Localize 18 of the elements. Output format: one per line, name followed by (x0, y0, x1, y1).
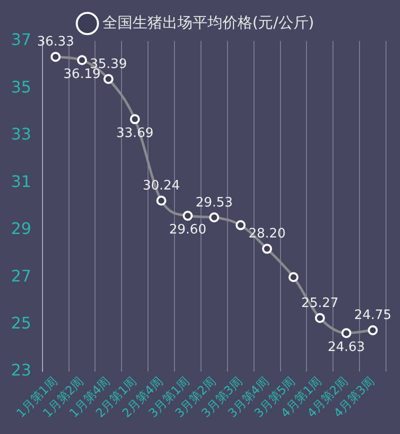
y-tick-label: 37 (11, 30, 32, 50)
data-label: 28.20 (248, 226, 286, 242)
y-tick-label: 27 (11, 266, 32, 286)
y-tick-label: 33 (11, 124, 32, 144)
data-label: 29.60 (169, 222, 206, 238)
y-tick-label: 31 (11, 172, 32, 191)
data-label: 24.63 (328, 340, 365, 355)
y-tick-label: 25 (11, 313, 32, 332)
data-label: 30.24 (142, 178, 180, 194)
data-label: 36.33 (36, 34, 74, 50)
data-label: 24.75 (354, 308, 392, 324)
y-tick-label: 35 (11, 77, 32, 96)
y-tick-label: 29 (11, 219, 32, 238)
data-label: 25.27 (301, 296, 339, 311)
data-label: 29.53 (196, 195, 233, 210)
legend-label: 全国生猪出场平均价格(元/公斤) (102, 13, 314, 32)
y-tick-label: 23 (11, 360, 32, 380)
data-label: 33.69 (116, 126, 154, 142)
